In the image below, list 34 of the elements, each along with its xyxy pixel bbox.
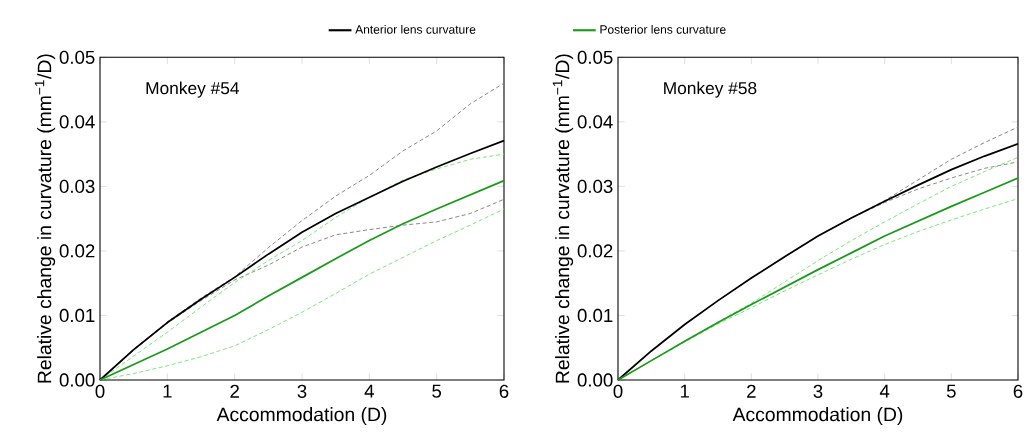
y-tick-label: 0.05 xyxy=(577,50,613,64)
annotation: Monkey #58 xyxy=(664,81,757,98)
x-tick-label: 4 xyxy=(364,384,374,398)
x-tick-label: 1 xyxy=(163,384,172,398)
y-tick-label: 0.00 xyxy=(59,373,95,387)
x-tick-label: 6 xyxy=(1013,384,1023,398)
y-axis-title: Relative change in curvature (mm$^{−1}$/D) xyxy=(552,54,574,383)
y-tick-label: 0.00 xyxy=(577,373,613,387)
y-axis-title: Relative change in curvature (mm$^{−1}$/D) xyxy=(34,54,56,383)
x-tick-label: 2 xyxy=(230,384,239,398)
y-tick-label: 0.04 xyxy=(59,115,95,129)
x-tick-label: 3 xyxy=(297,384,307,398)
y-tick-label: 0.02 xyxy=(577,244,613,258)
x-axis-title: Accommodation (D) xyxy=(732,407,903,426)
x-tick-label: 5 xyxy=(432,384,442,398)
y-tick-label: 0.01 xyxy=(59,308,95,323)
x-tick-label: 2 xyxy=(747,384,756,398)
x-tick-label: 4 xyxy=(879,384,890,398)
y-tick-label: 0.01 xyxy=(577,308,613,323)
x-tick-label: 6 xyxy=(499,384,509,398)
y-tick-label: 0.03 xyxy=(59,179,95,193)
legend-label: Anterior lens curvature xyxy=(355,24,476,34)
y-tick-label: 0.02 xyxy=(59,244,95,258)
legend-label: Posterior lens curvature xyxy=(600,24,726,34)
annotation: Monkey #54 xyxy=(146,81,240,98)
x-tick-label: 1 xyxy=(680,384,689,398)
y-tick-label: 0.05 xyxy=(59,50,95,64)
x-tick-label: 5 xyxy=(946,384,956,398)
x-tick-label: 0 xyxy=(95,384,105,398)
y-tick-label: 0.03 xyxy=(577,179,613,193)
x-tick-label: 0 xyxy=(613,384,623,398)
y-tick-label: 0.04 xyxy=(577,115,613,129)
x-tick-label: 3 xyxy=(813,384,823,398)
x-axis-title: Accommodation (D) xyxy=(216,407,387,426)
